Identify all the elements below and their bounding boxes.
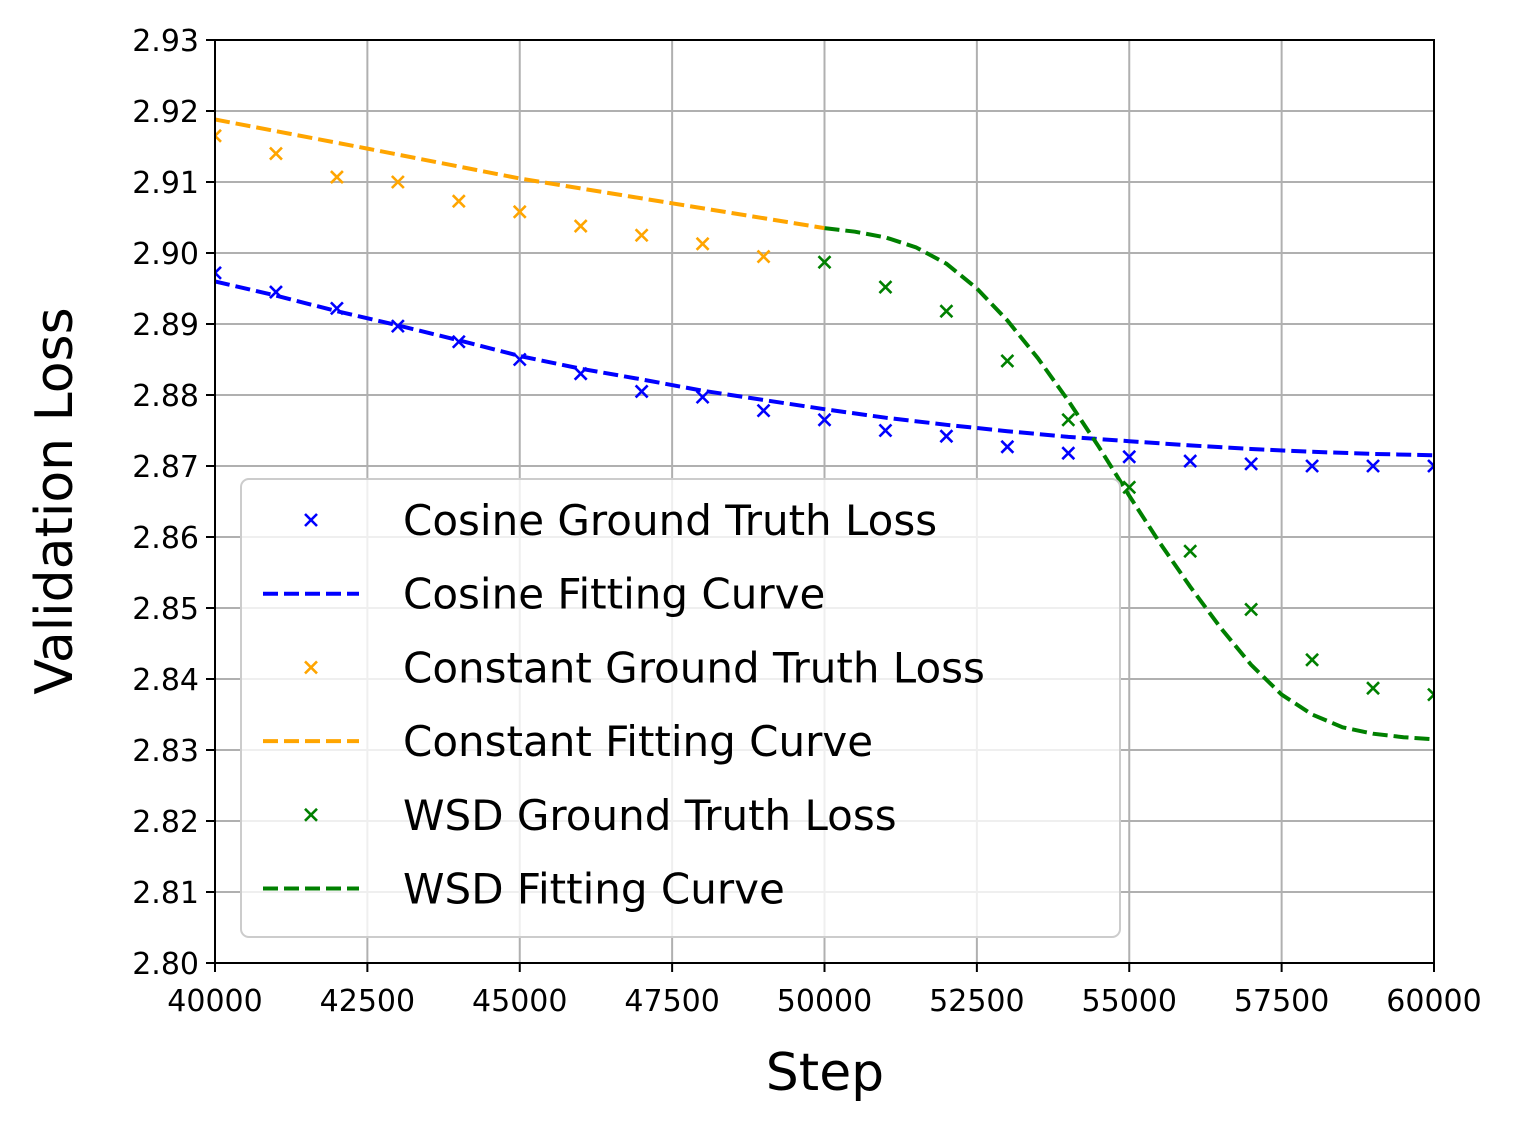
- y-axis-title: Validation Loss: [25, 307, 85, 694]
- legend-entry: WSD Fitting Curve: [263, 865, 785, 914]
- legend-entry: Constant Fitting Curve: [263, 717, 873, 766]
- data-point: [817, 255, 832, 270]
- legend-label: WSD Fitting Curve: [403, 865, 785, 914]
- x-tick-label: 57500: [1234, 984, 1329, 1019]
- legend: Cosine Ground Truth Loss Cosine Fitting C…: [240, 478, 1121, 938]
- legend-box: [240, 478, 1121, 938]
- x-tick-label: 50000: [777, 984, 872, 1019]
- data-point: [1427, 459, 1434, 473]
- data-point: [939, 429, 954, 444]
- data-point: [1366, 681, 1380, 696]
- data-point: [1122, 449, 1137, 464]
- x-tick-label: 40000: [167, 984, 262, 1019]
- data-point: [1183, 544, 1198, 559]
- data-point: [390, 175, 405, 189]
- data-point: [269, 146, 283, 161]
- y-tick-label: 2.88: [132, 379, 199, 414]
- y-tick-label: 2.90: [132, 237, 199, 272]
- y-tick-label: 2.82: [132, 805, 199, 840]
- series-curve-cosine-fitting-curve: [215, 279, 1434, 458]
- data-point: [695, 390, 710, 405]
- x-tick-label: 42500: [320, 984, 415, 1019]
- data-point: [512, 352, 527, 367]
- legend-marker: [304, 660, 318, 675]
- data-point: [390, 319, 405, 334]
- series-markers-cosine-ground-truth-loss: [215, 265, 1434, 473]
- y-tick-label: 2.92: [132, 95, 199, 130]
- plot-area: [215, 117, 1434, 742]
- data-point: [269, 285, 283, 299]
- legend-label: WSD Ground Truth Loss: [403, 791, 897, 840]
- data-point: [512, 204, 527, 219]
- legend-label: Cosine Ground Truth Loss: [403, 496, 937, 545]
- data-point: [1427, 687, 1434, 702]
- series-markers-constant-ground-truth-loss: [215, 128, 771, 264]
- legend-label: Cosine Fitting Curve: [403, 570, 825, 619]
- data-point: [1305, 459, 1320, 473]
- legend-marker: [304, 807, 318, 822]
- data-point: [1244, 602, 1259, 617]
- data-point: [1061, 446, 1076, 461]
- data-point: [451, 194, 466, 209]
- data-point: [451, 334, 466, 349]
- data-point: [573, 366, 588, 381]
- y-tick-label: 2.86: [132, 521, 199, 556]
- x-tick-label: 47500: [624, 984, 719, 1019]
- y-tick-label: 2.80: [132, 947, 199, 982]
- legend-label: Constant Fitting Curve: [403, 717, 873, 766]
- series-markers-wsd-ground-truth-loss: [817, 255, 1434, 702]
- legend-entry: Cosine Ground Truth Loss: [304, 496, 937, 545]
- data-point: [573, 219, 588, 233]
- data-point: [215, 265, 222, 280]
- x-tick-label: 45000: [472, 984, 567, 1019]
- data-point: [1183, 454, 1198, 468]
- x-tick-label: 52500: [929, 984, 1024, 1019]
- data-point: [878, 280, 893, 294]
- data-point: [634, 228, 649, 243]
- y-tick-label: 2.91: [132, 166, 199, 201]
- data-point: [756, 403, 771, 418]
- data-point: [939, 304, 954, 319]
- y-tick-label: 2.87: [132, 450, 199, 485]
- data-point: [1366, 459, 1380, 473]
- y-tick-label: 2.83: [132, 734, 199, 769]
- data-point: [1305, 652, 1320, 667]
- legend-entry: WSD Ground Truth Loss: [304, 791, 897, 840]
- data-point: [1000, 354, 1015, 368]
- data-point: [817, 412, 832, 427]
- data-point: [1000, 439, 1015, 454]
- y-tick-label: 2.81: [132, 876, 199, 911]
- x-tick-label: 55000: [1082, 984, 1177, 1019]
- y-tick-label: 2.85: [132, 592, 199, 627]
- series-curve-wsd-fitting-curve: [824, 226, 1434, 742]
- data-point: [329, 170, 344, 184]
- data-point: [634, 384, 649, 399]
- data-point: [1061, 412, 1076, 427]
- data-point: [329, 301, 344, 316]
- series-curve-constant-fitting-curve: [215, 117, 825, 231]
- data-point: [1122, 480, 1137, 495]
- x-tick-label: 60000: [1386, 984, 1481, 1019]
- data-point: [878, 423, 893, 438]
- legend-label: Constant Ground Truth Loss: [403, 643, 985, 692]
- y-tick-label: 2.93: [132, 24, 199, 59]
- x-axis-title: Step: [766, 1043, 884, 1103]
- y-tick-label: 2.84: [132, 663, 199, 698]
- legend-entry: Cosine Fitting Curve: [263, 570, 825, 619]
- data-point: [1244, 456, 1259, 471]
- data-point: [215, 128, 222, 143]
- data-point: [695, 236, 710, 251]
- data-point: [756, 249, 771, 264]
- legend-entry: Constant Ground Truth Loss: [304, 643, 985, 692]
- y-tick-label: 2.89: [132, 308, 199, 343]
- legend-marker: [304, 513, 318, 527]
- axis-ticks: 40000 42500 45000 47500 50000 52500 55000 57500…: [132, 24, 1482, 1019]
